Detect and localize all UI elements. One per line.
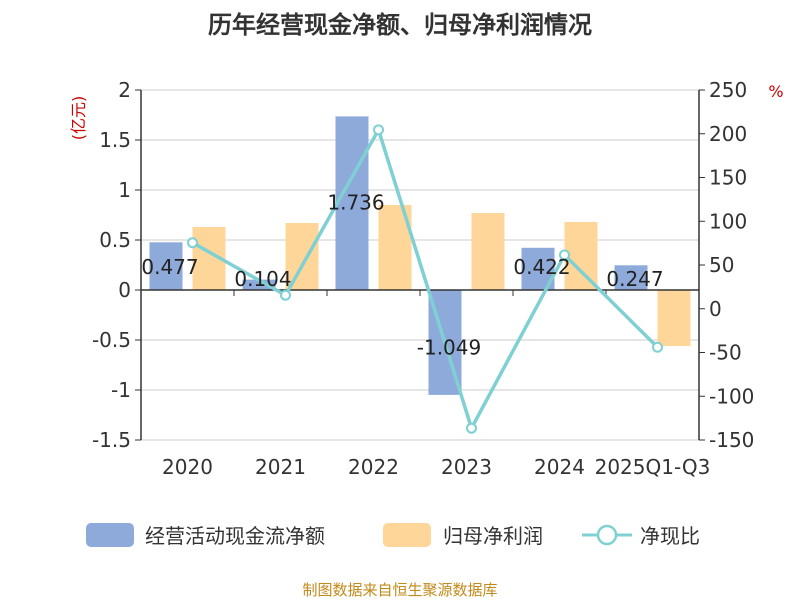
data-label-cash-flow-2022: 1.736 bbox=[327, 190, 384, 214]
point-net-cash-ratio-2021 bbox=[280, 289, 291, 301]
legend: 经营活动现金流净额 归母净利润 净现比 bbox=[86, 523, 700, 548]
x-tick-label: 2025Q1-Q3 bbox=[595, 455, 711, 479]
legend-swatch-cash-flow bbox=[86, 523, 134, 547]
right-tick-label: 100 bbox=[709, 209, 747, 233]
bar-cash-flow-2022 bbox=[335, 116, 369, 291]
x-tick-label: 2021 bbox=[255, 455, 306, 479]
bar-cash-flow-2021 bbox=[242, 279, 276, 290]
right-tick-label: -50 bbox=[709, 341, 742, 365]
data-label-cash-flow-2025Q1-Q3: 0.247 bbox=[606, 267, 663, 291]
data-label-cash-flow-2020: 0.477 bbox=[141, 255, 198, 279]
point-net-cash-ratio-2023 bbox=[466, 422, 477, 434]
point-net-cash-ratio-2025Q1-Q3 bbox=[652, 341, 663, 353]
bar-net-profit-2021 bbox=[285, 223, 319, 290]
left-tick-label: 0 bbox=[118, 278, 131, 302]
left-tick-label: -0.5 bbox=[92, 328, 131, 352]
x-tick-label: 2022 bbox=[348, 455, 399, 479]
legend-label-net-cash-ratio: 净现比 bbox=[640, 524, 700, 548]
line-net-cash-ratio bbox=[191, 128, 659, 430]
bar-cash-flow-2020 bbox=[149, 242, 183, 290]
right-tick-label: 200 bbox=[709, 122, 747, 146]
point-net-cash-ratio-2020 bbox=[187, 237, 198, 249]
chart-title: 历年经营现金净额、归母净利润情况 bbox=[208, 11, 592, 39]
data-label-cash-flow-2021: 0.104 bbox=[234, 267, 291, 291]
legend-label-cash-flow: 经营活动现金流净额 bbox=[145, 524, 325, 548]
right-tick-label: -150 bbox=[709, 428, 754, 452]
left-tick-label: -1 bbox=[111, 378, 131, 402]
point-net-cash-ratio-2024 bbox=[559, 249, 570, 261]
legend-label-net-profit: 归母净利润 bbox=[443, 524, 543, 548]
left-tick-label: -1.5 bbox=[92, 428, 131, 452]
left-tick-label: 1.5 bbox=[99, 128, 131, 152]
x-tick-label: 2020 bbox=[162, 455, 213, 479]
right-tick-label: 150 bbox=[709, 166, 747, 190]
right-tick-label: 50 bbox=[709, 253, 734, 277]
left-tick-label: 0.5 bbox=[99, 228, 131, 252]
right-axis-unit: % bbox=[768, 82, 783, 101]
right-tick-label: 0 bbox=[709, 297, 722, 321]
source-note: 制图数据来自恒生聚源数据库 bbox=[302, 581, 497, 599]
left-tick-label: 1 bbox=[118, 178, 131, 202]
legend-swatch-net-profit bbox=[383, 523, 431, 547]
x-tick-label: 2023 bbox=[441, 455, 492, 479]
right-tick-label: -100 bbox=[709, 384, 754, 408]
bar-cash-flow-2025Q1-Q3 bbox=[614, 265, 648, 290]
bar-net-profit-2025Q1-Q3 bbox=[657, 290, 691, 346]
right-tick-label: 250 bbox=[709, 78, 747, 102]
bar-net-profit-2023 bbox=[471, 213, 505, 290]
data-label-cash-flow-2023: -1.049 bbox=[417, 335, 481, 359]
left-axis-unit: (亿元) bbox=[69, 96, 88, 141]
data-label-cash-flow-2024: 0.422 bbox=[513, 255, 570, 279]
point-net-cash-ratio-2022 bbox=[373, 124, 384, 136]
left-tick-label: 2 bbox=[118, 78, 131, 102]
x-tick-label: 2024 bbox=[534, 455, 585, 479]
legend-swatch-marker bbox=[596, 524, 618, 546]
bar-net-profit-2024 bbox=[564, 222, 598, 290]
